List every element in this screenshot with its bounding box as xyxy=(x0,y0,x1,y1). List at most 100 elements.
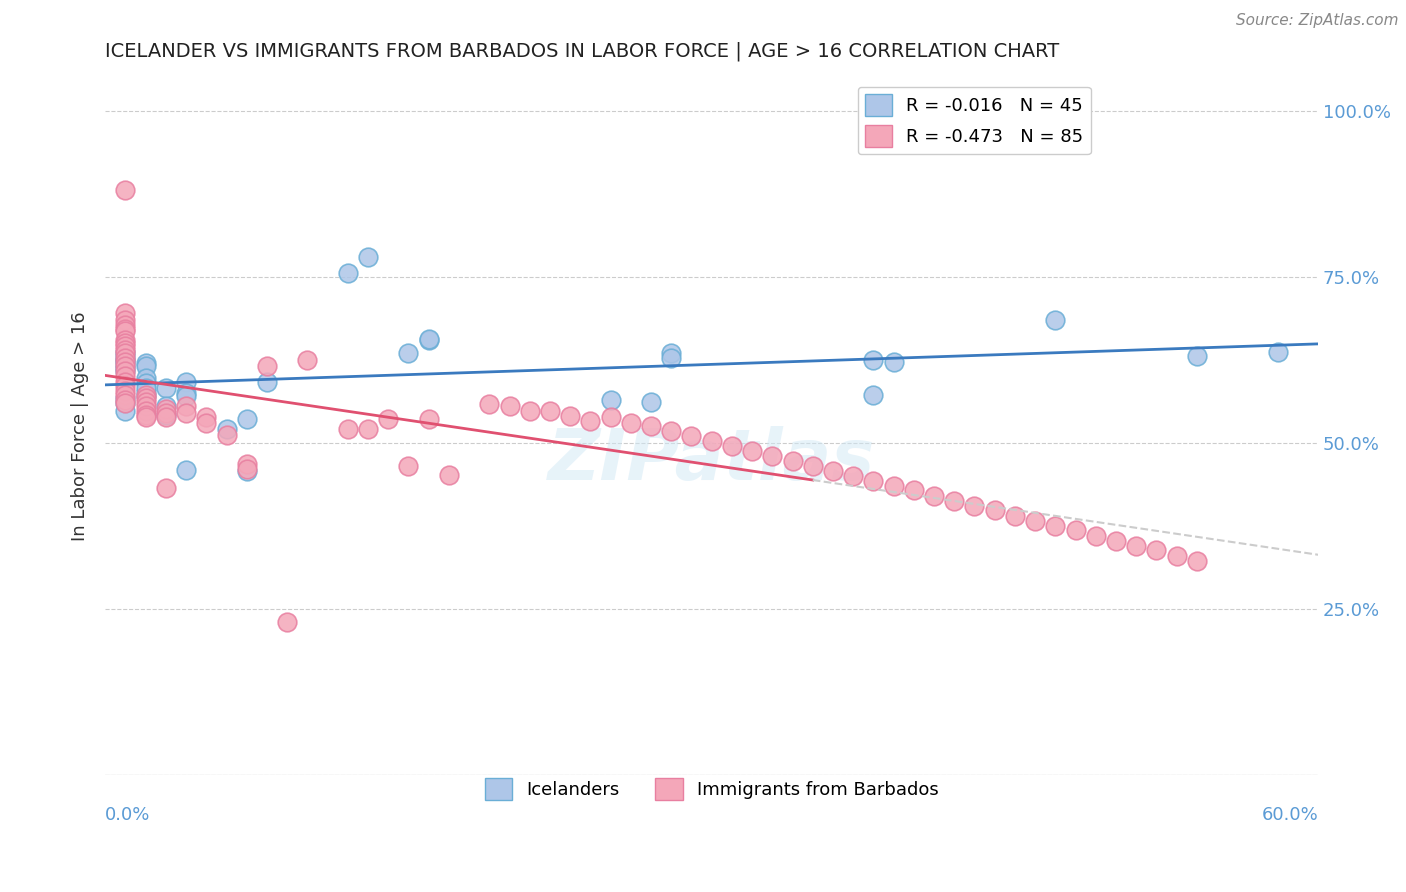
Point xyxy=(174,385,197,400)
Point xyxy=(943,494,966,508)
Point xyxy=(235,412,257,426)
Point xyxy=(478,397,501,411)
Point xyxy=(155,408,177,422)
Point xyxy=(155,410,177,425)
Point xyxy=(114,354,136,368)
Point xyxy=(235,464,257,478)
Point xyxy=(114,388,136,402)
Point xyxy=(1185,350,1208,364)
Point xyxy=(599,392,621,407)
Point xyxy=(114,404,136,418)
Point xyxy=(821,464,844,478)
Point xyxy=(114,318,136,332)
Point xyxy=(114,183,136,197)
Point xyxy=(114,396,136,410)
Text: Source: ZipAtlas.com: Source: ZipAtlas.com xyxy=(1236,13,1399,29)
Point xyxy=(114,345,136,359)
Point xyxy=(862,352,884,367)
Point xyxy=(659,424,682,438)
Point xyxy=(135,359,157,374)
Point xyxy=(155,402,177,417)
Point xyxy=(801,458,824,473)
Point xyxy=(114,313,136,327)
Text: 60.0%: 60.0% xyxy=(1261,806,1319,824)
Point xyxy=(114,321,136,335)
Y-axis label: In Labor Force | Age > 16: In Labor Force | Age > 16 xyxy=(72,311,89,541)
Point xyxy=(659,346,682,360)
Point xyxy=(114,396,136,410)
Point xyxy=(174,463,197,477)
Point xyxy=(377,412,399,426)
Point xyxy=(276,615,298,629)
Point xyxy=(418,332,440,346)
Point xyxy=(174,406,197,420)
Point xyxy=(114,352,136,367)
Point xyxy=(135,384,157,399)
Point xyxy=(114,336,136,351)
Point xyxy=(114,369,136,384)
Point xyxy=(1045,518,1067,533)
Point xyxy=(235,457,257,471)
Point xyxy=(135,356,157,370)
Point xyxy=(336,422,359,436)
Point xyxy=(135,394,157,409)
Point xyxy=(922,489,945,503)
Point xyxy=(114,391,136,405)
Point xyxy=(418,412,440,426)
Point xyxy=(1045,313,1067,327)
Point xyxy=(1166,549,1188,563)
Point xyxy=(174,399,197,413)
Point xyxy=(398,346,420,360)
Point xyxy=(135,410,157,425)
Point xyxy=(336,267,359,281)
Point xyxy=(357,250,380,264)
Point xyxy=(114,351,136,365)
Point xyxy=(155,399,177,413)
Point xyxy=(114,324,136,338)
Point xyxy=(903,483,925,498)
Point xyxy=(782,454,804,468)
Point xyxy=(862,388,884,402)
Point xyxy=(114,354,136,368)
Point xyxy=(174,375,197,389)
Point xyxy=(114,359,136,374)
Point xyxy=(842,468,865,483)
Point xyxy=(135,376,157,390)
Point xyxy=(174,389,197,403)
Point xyxy=(114,343,136,357)
Point xyxy=(114,346,136,360)
Point xyxy=(659,351,682,366)
Point xyxy=(1024,514,1046,528)
Point xyxy=(538,404,561,418)
Point xyxy=(862,474,884,488)
Point xyxy=(256,375,278,389)
Point xyxy=(297,352,319,367)
Point xyxy=(1064,524,1087,538)
Point xyxy=(135,388,157,402)
Point xyxy=(114,384,136,398)
Point xyxy=(579,414,602,428)
Point xyxy=(1105,533,1128,548)
Point xyxy=(256,359,278,374)
Text: ZIPatlas: ZIPatlas xyxy=(548,426,876,495)
Point xyxy=(114,339,136,353)
Point xyxy=(681,429,703,443)
Point xyxy=(418,333,440,347)
Point xyxy=(135,381,157,395)
Point xyxy=(235,462,257,476)
Text: ICELANDER VS IMMIGRANTS FROM BARBADOS IN LABOR FORCE | AGE > 16 CORRELATION CHAR: ICELANDER VS IMMIGRANTS FROM BARBADOS IN… xyxy=(105,42,1060,62)
Point xyxy=(135,408,157,422)
Point xyxy=(640,419,662,434)
Point xyxy=(114,306,136,320)
Point xyxy=(398,458,420,473)
Point xyxy=(741,443,763,458)
Point xyxy=(498,399,520,413)
Point xyxy=(560,409,582,424)
Point xyxy=(883,479,905,493)
Point xyxy=(700,434,723,449)
Point xyxy=(114,379,136,393)
Point xyxy=(1267,345,1289,359)
Point xyxy=(215,422,238,436)
Point xyxy=(963,499,986,513)
Point xyxy=(761,449,783,463)
